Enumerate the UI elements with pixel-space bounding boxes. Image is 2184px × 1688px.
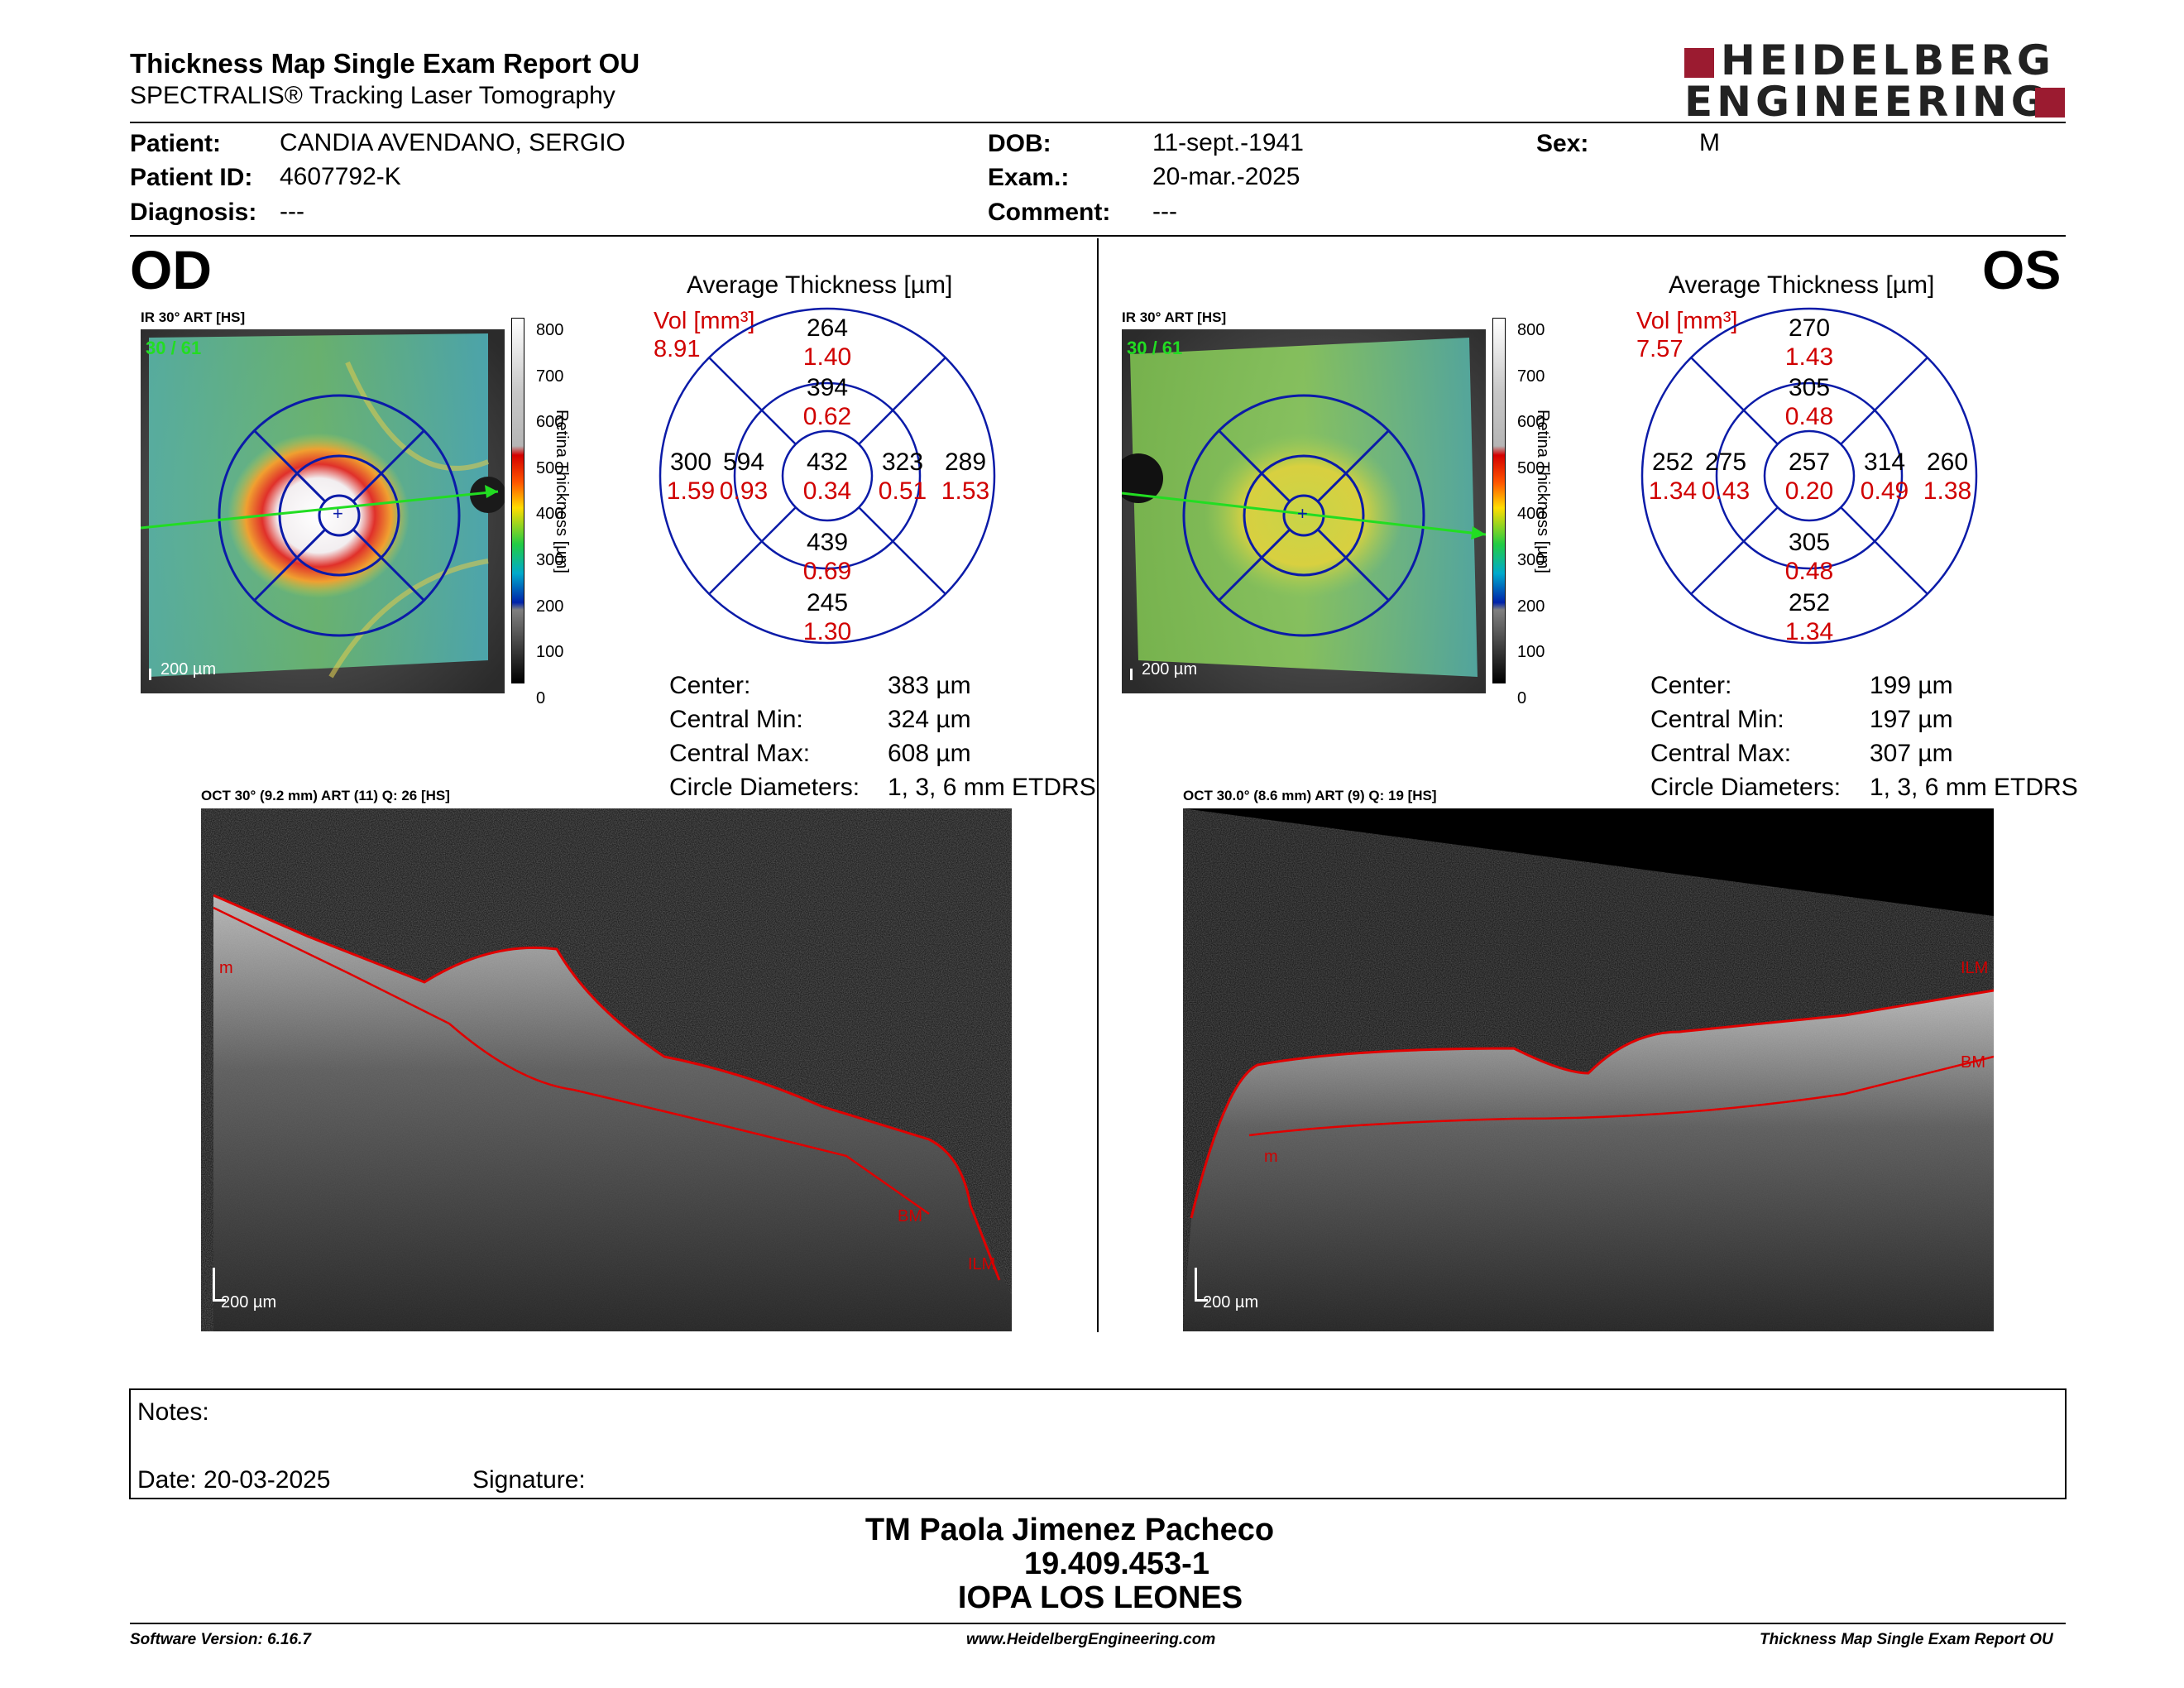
os-ir-count: 30 / 61 [1127, 338, 1183, 358]
od-ir-count: 30 / 61 [146, 338, 202, 358]
os-oct-label: OCT 30.0° (8.6 mm) ART (9) Q: 19 [HS] [1183, 788, 1437, 803]
notes-label: Notes: [137, 1398, 209, 1426]
os-grid-values: 270 1.43 305 0.48 252 1.34 275 0.43 257 0.20 … [1648, 314, 1972, 645]
signer-name: TM Paola Jimenez Pacheco [864, 1513, 1275, 1547]
od-grid-values: 264 1.40 394 0.62 300 1.59 594 0.93 432 0.34 … [666, 314, 990, 645]
notes-box: Notes: Date: 20-03-2025 Signature: [129, 1388, 2067, 1499]
od-oct-tag-m: m [219, 959, 233, 977]
exam-label: Exam.: [988, 164, 1070, 191]
os-colorbar-label: Retina Thickness [µm] [1534, 410, 1552, 573]
od-ir-label: IR 30° ART [HS] [141, 309, 246, 325]
heidelberg-logo: HEIDELBERG ENGINEERING [1684, 40, 2065, 126]
notes-signature: Signature: [472, 1466, 586, 1494]
dob-label: DOB: [988, 130, 1051, 157]
od-colorbar-label: Retina Thickness [µm] [553, 410, 571, 573]
signer-org: IOPA LOS LEONES [957, 1580, 1243, 1615]
os-label: OS [1982, 239, 2062, 300]
logo-line1: HEIDELBERG [1721, 36, 2055, 84]
od-colorbar [511, 318, 524, 683]
report-subtitle: SPECTRALIS® Tracking Laser Tomography [130, 82, 615, 109]
report-title: Thickness Map Single Exam Report OU [130, 48, 640, 79]
eye-divider [1097, 238, 1099, 1332]
od-stat-labels: Center: Central Min: Central Max: Circle Di… [669, 672, 860, 801]
os-colorbar-ticks: 800 700 600 500 400 300 200 100 0 [1517, 321, 1545, 707]
os-etdrs-grid [1640, 307, 1978, 645]
os-ir-scale: 200 µm [1142, 660, 1198, 679]
os-oct-bscan: ILM BM m 200 µm [1183, 808, 1994, 1331]
sex: M [1699, 129, 1720, 156]
od-vol-label: Vol [mm³] [654, 308, 755, 334]
footer-software: Software Version: 6.16.7 [130, 1631, 311, 1648]
od-thickness-map: + 30 / 61 200 µm [141, 329, 505, 693]
os-avg-title: Average Thickness [µm] [1669, 271, 1935, 299]
comment: --- [1152, 198, 1177, 225]
footer-website: www.HeidelbergEngineering.com [966, 1631, 1216, 1648]
os-stat-values: 199 µm 197 µm 307 µm 1, 3, 6 mm ETDRS [1870, 672, 2078, 801]
os-oct-tag-m: m [1264, 1148, 1278, 1166]
os-oct-tag-ilm: ILM [1961, 959, 1989, 977]
os-ir-label: IR 30° ART [HS] [1122, 309, 1227, 325]
os-colorbar [1492, 318, 1506, 683]
svg-text:+: + [333, 503, 343, 524]
diagnosis-label: Diagnosis: [130, 199, 257, 226]
od-avg-title: Average Thickness [µm] [687, 271, 953, 299]
signer-id: 19.409.453-1 [1024, 1547, 1209, 1581]
patient-label: Patient: [130, 130, 222, 157]
od-oct-scale: 200 µm [221, 1293, 277, 1312]
od-oct-tag-bm: BM [898, 1207, 922, 1225]
comment-label: Comment: [988, 199, 1111, 226]
dob: 11-sept.-1941 [1152, 129, 1304, 156]
os-thickness-map: + 30 / 61 200 µm [1122, 329, 1486, 693]
od-colorbar-ticks: 800 700 600 500 400 300 200 100 0 [536, 321, 564, 707]
os-stat-labels: Center: Central Min: Central Max: Circle Di… [1650, 672, 1842, 801]
sex-label: Sex: [1536, 130, 1589, 157]
exam-date: 20-mar.-2025 [1152, 163, 1300, 190]
patient-name: CANDIA AVENDANO, SERGIO [280, 129, 625, 156]
patient-id: 4607792-K [280, 163, 401, 190]
os-vol-total: 7.57 [1636, 336, 1684, 362]
od-oct-bscan: m BM ILM 200 µm [201, 808, 1012, 1331]
os-oct-tag-bm: BM [1961, 1053, 1985, 1072]
signature-stamp: TM Paola Jimenez Pacheco 19.409.453-1 IO… [0, 1513, 2184, 1616]
od-vol-total: 8.91 [654, 336, 701, 362]
od-label: OD [130, 239, 212, 300]
footer-report-name: Thickness Map Single Exam Report OU [1760, 1631, 2053, 1648]
os-oct-scale: 200 µm [1203, 1293, 1259, 1312]
patient-id-label: Patient ID: [130, 164, 253, 191]
od-oct-tag-ilm: ILM [968, 1255, 996, 1273]
od-oct-label: OCT 30° (9.2 mm) ART (11) Q: 26 [HS] [201, 788, 450, 803]
os-vol-label: Vol [mm³] [1636, 308, 1738, 334]
od-stat-values: 383 µm 324 µm 608 µm 1, 3, 6 mm ETDRS [888, 672, 1096, 801]
od-ir-scale: 200 µm [160, 660, 217, 679]
svg-text:+: + [1297, 503, 1308, 524]
diagnosis: --- [280, 198, 304, 225]
logo-line2: ENGINEERING [1684, 78, 2049, 126]
od-etdrs-grid [659, 307, 996, 645]
notes-date: Date: 20-03-2025 [137, 1466, 331, 1494]
